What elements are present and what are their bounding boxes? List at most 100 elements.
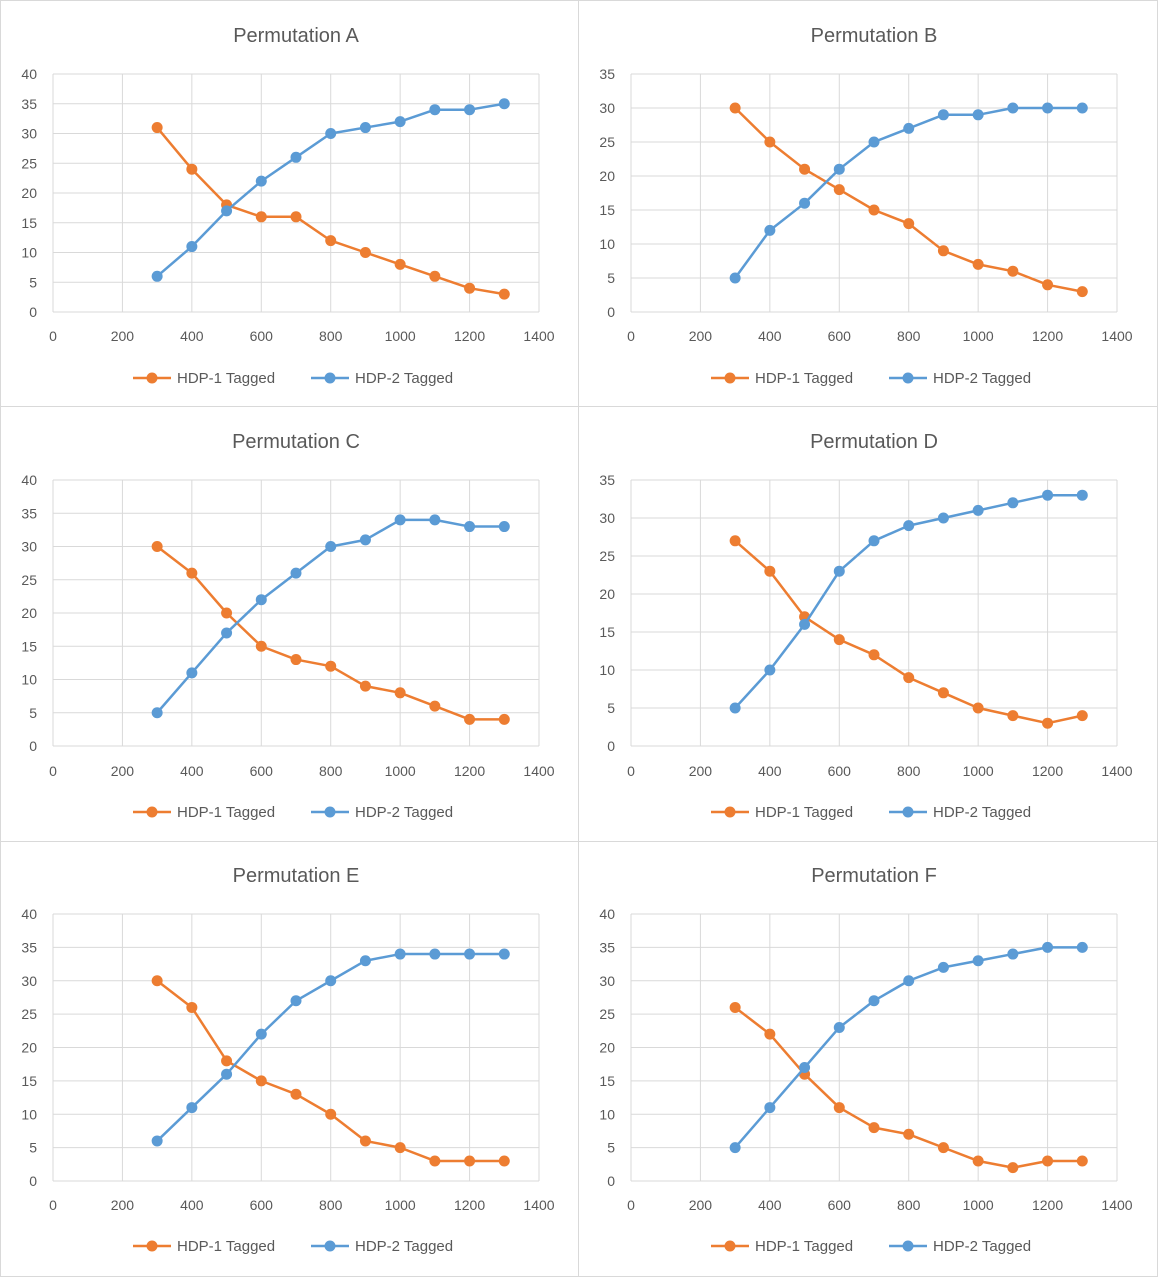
data-point-hdp1: [1076, 1155, 1088, 1167]
data-point-hdp1: [764, 1028, 776, 1040]
y-tick-label: 10: [599, 236, 615, 252]
y-tick-label: 15: [599, 624, 615, 640]
legend-swatch-marker-hdp1: [146, 372, 158, 384]
data-point-hdp2: [729, 1142, 741, 1154]
data-point-hdp2: [972, 955, 984, 967]
chart-title: Permutation E: [233, 865, 360, 887]
legend-swatch-marker-hdp1: [146, 806, 158, 818]
y-tick-label: 5: [607, 700, 615, 716]
data-point-hdp1: [1007, 1162, 1019, 1174]
data-point-hdp2: [429, 514, 441, 526]
data-point-hdp1: [1042, 717, 1054, 729]
data-point-hdp1: [833, 184, 845, 196]
legend-label-hdp1: HDP-1 Tagged: [755, 804, 853, 821]
legend-label-hdp2: HDP-2 Tagged: [355, 370, 453, 387]
data-point-hdp1: [1076, 710, 1088, 722]
data-point-hdp1: [290, 1088, 302, 1100]
x-tick-label: 400: [758, 328, 782, 344]
x-tick-label: 1200: [454, 763, 485, 779]
x-tick-label: 1200: [1032, 328, 1063, 344]
chart-title: Permutation D: [810, 431, 938, 453]
y-tick-label: 30: [599, 973, 615, 989]
y-tick-label: 15: [599, 1073, 615, 1089]
chart-panel-e: Permutation E 0 5 10 15 20 25 30 35 40 0 200 400 600 8…: [0, 841, 579, 1277]
data-point-hdp1: [255, 640, 267, 652]
y-tick-label: 35: [21, 96, 37, 112]
y-tick-label: 10: [21, 245, 37, 261]
x-tick-label: 800: [319, 1197, 343, 1213]
data-point-hdp2: [186, 667, 198, 679]
data-point-hdp2: [359, 955, 371, 967]
y-tick-label: 0: [29, 304, 37, 320]
data-point-hdp1: [799, 163, 811, 175]
y-tick-label: 25: [599, 548, 615, 564]
x-tick-label: 400: [758, 1197, 782, 1213]
y-tick-label: 0: [29, 1173, 37, 1189]
data-point-hdp2: [255, 175, 267, 187]
data-point-hdp1: [186, 567, 198, 579]
chart-panel-c: Permutation C 0 5 10 15 20 25 30 35 40 0 200 400 600 8…: [0, 406, 579, 842]
legend-swatch-marker-hdp2: [324, 372, 336, 384]
data-point-hdp2: [394, 948, 406, 960]
data-point-hdp2: [498, 948, 510, 960]
x-tick-label: 200: [689, 1197, 713, 1213]
legend-swatch-marker-hdp1: [724, 806, 736, 818]
data-point-hdp1: [937, 687, 949, 699]
data-point-hdp2: [937, 961, 949, 973]
data-point-hdp2: [972, 109, 984, 121]
data-point-hdp1: [359, 247, 371, 258]
chart-svg-b: Permutation B 0 5 10 15 20 25 30 35 0 200 400 600 800…: [599, 25, 1132, 387]
data-point-hdp1: [290, 211, 302, 223]
data-point-hdp1: [903, 1128, 915, 1140]
chart-title: Permutation C: [232, 431, 360, 453]
data-point-hdp1: [429, 700, 441, 712]
y-tick-label: 40: [21, 906, 37, 922]
data-point-hdp2: [799, 1062, 811, 1074]
x-tick-label: 200: [111, 1197, 135, 1213]
x-tick-label: 400: [180, 1197, 204, 1213]
data-point-hdp2: [937, 512, 949, 524]
y-tick-label: 25: [21, 572, 37, 588]
data-point-hdp2: [290, 151, 302, 163]
data-point-hdp2: [429, 104, 441, 116]
data-point-hdp2: [1076, 102, 1088, 114]
chart-title: Permutation B: [811, 25, 938, 47]
data-point-hdp1: [325, 660, 337, 672]
y-tick-label: 40: [599, 906, 615, 922]
data-point-hdp2: [464, 948, 476, 960]
data-point-hdp2: [221, 1068, 233, 1080]
data-point-hdp2: [498, 98, 510, 110]
data-point-hdp2: [729, 702, 741, 714]
x-tick-label: 1200: [454, 1197, 485, 1213]
x-tick-label: 600: [250, 328, 274, 344]
data-point-hdp1: [972, 1155, 984, 1167]
y-tick-label: 15: [21, 215, 37, 231]
y-tick-label: 5: [607, 270, 615, 286]
data-point-hdp1: [221, 1055, 233, 1067]
data-point-hdp1: [729, 102, 741, 114]
legend-label-hdp1: HDP-1 Tagged: [177, 370, 275, 387]
y-tick-label: 25: [21, 155, 37, 171]
x-tick-label: 800: [319, 763, 343, 779]
data-point-hdp1: [1042, 279, 1054, 291]
x-tick-label: 0: [627, 328, 635, 344]
data-point-hdp1: [429, 270, 441, 282]
legend-swatch-marker-hdp2: [324, 1240, 336, 1252]
data-point-hdp1: [359, 680, 371, 692]
x-tick-label: 800: [897, 1197, 921, 1213]
x-tick-label: 1400: [523, 763, 554, 779]
legend-swatch-marker-hdp2: [902, 372, 914, 384]
data-point-hdp2: [903, 122, 915, 134]
data-point-hdp2: [1076, 489, 1088, 501]
legend-swatch-marker-hdp1: [724, 1240, 736, 1252]
y-tick-label: 0: [607, 738, 615, 754]
y-tick-label: 10: [21, 1106, 37, 1122]
y-tick-label: 35: [21, 505, 37, 521]
chart-panel-a: Permutation A 0 5 10 15 20 25 30 35 40 0 200 400 600 8…: [0, 0, 579, 407]
data-point-hdp2: [1076, 941, 1088, 953]
y-tick-label: 35: [599, 939, 615, 955]
data-point-hdp1: [903, 218, 915, 230]
